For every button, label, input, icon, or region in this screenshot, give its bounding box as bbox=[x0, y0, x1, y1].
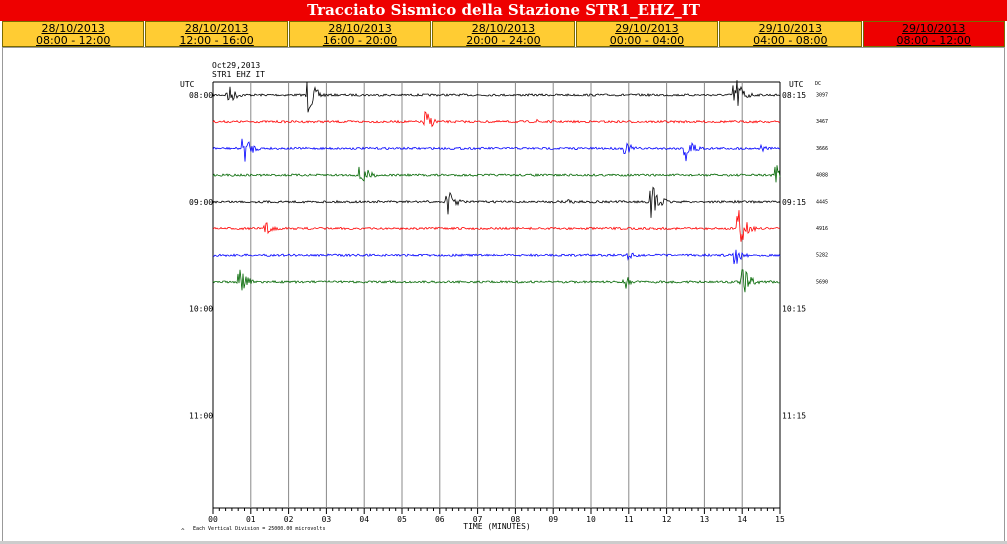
x-tick-label: 10 bbox=[586, 515, 596, 524]
bottom-border bbox=[0, 541, 1007, 544]
left-hour-label: 08:00 bbox=[189, 91, 213, 100]
left-hour-label: 11:00 bbox=[189, 411, 213, 420]
seismic-trace bbox=[212, 111, 781, 128]
station-label: STR1 EHZ IT bbox=[212, 70, 265, 79]
seismic-trace bbox=[212, 249, 781, 265]
utc-left-label: UTC bbox=[180, 80, 195, 89]
seismic-trace bbox=[212, 138, 781, 162]
seismogram-date: Oct29,2013 bbox=[212, 61, 260, 70]
x-tick-label: 09 bbox=[548, 515, 558, 524]
tab-28-10-1200[interactable]: 28/10/2013 12:00 - 16:00 bbox=[145, 21, 288, 47]
left-hour-labels: 08:00 09:00 10:00 11:00 bbox=[189, 91, 213, 420]
tab-29-10-0800-active[interactable]: 29/10/2013 08:00 - 12:00 bbox=[862, 21, 1005, 47]
page-title: Tracciato Sismico della Stazione STR1_EH… bbox=[0, 0, 1007, 21]
time-window-tabs: 28/10/2013 08:00 - 12:00 28/10/2013 12:00 … bbox=[2, 21, 1005, 47]
dc-value: 5690 bbox=[816, 279, 828, 285]
dc-value: 4088 bbox=[816, 173, 828, 179]
x-tick-label: 01 bbox=[246, 515, 256, 524]
x-tick-label: 08 bbox=[511, 515, 521, 524]
dc-value: 3467 bbox=[816, 119, 828, 125]
x-tick-label: 00 bbox=[208, 515, 218, 524]
seismic-trace bbox=[212, 210, 781, 242]
dc-value: 5282 bbox=[816, 253, 828, 259]
utc-right-label: UTC bbox=[789, 80, 804, 89]
tab-28-10-0800[interactable]: 28/10/2013 08:00 - 12:00 bbox=[2, 21, 145, 47]
x-axis-ticks: 00 01 02 03 04 05 06 07 08 09 10 11 12 13 14 15 bbox=[208, 515, 785, 524]
dc-label: DC bbox=[815, 81, 821, 87]
dc-value: 3097 bbox=[816, 93, 828, 99]
right-hour-labels: 08:15 09:15 10:15 11:15 bbox=[782, 91, 806, 420]
x-tick-label: 04 bbox=[359, 515, 369, 524]
x-tick-label: 07 bbox=[473, 515, 483, 524]
seismic-trace bbox=[212, 165, 781, 183]
x-tick-label: 06 bbox=[435, 515, 445, 524]
minute-gridlines bbox=[212, 81, 781, 514]
dc-value: 3666 bbox=[816, 146, 828, 152]
right-hour-label: 09:15 bbox=[782, 198, 806, 207]
x-tick-label: 12 bbox=[662, 515, 672, 524]
x-tick-label: 02 bbox=[284, 515, 294, 524]
x-tick-label: 15 bbox=[775, 515, 785, 524]
right-hour-label: 11:15 bbox=[782, 411, 806, 420]
right-hour-label: 08:15 bbox=[782, 91, 806, 100]
left-hour-label: 10:00 bbox=[189, 305, 213, 314]
seismic-trace bbox=[212, 269, 780, 293]
x-axis-label: TIME (MINUTES) bbox=[463, 522, 530, 531]
dc-values: 3097 3467 3666 4088 4445 4916 5282 5690 bbox=[816, 93, 828, 286]
seismic-traces bbox=[212, 80, 781, 293]
tab-29-10-0000[interactable]: 29/10/2013 00:00 - 04:00 bbox=[575, 21, 719, 47]
seismic-trace bbox=[212, 80, 781, 113]
tab-29-10-0400[interactable]: 29/10/2013 04:00 - 08:00 bbox=[719, 21, 862, 47]
x-tick-label: 03 bbox=[322, 515, 332, 524]
dc-value: 4445 bbox=[816, 199, 828, 205]
tab-28-10-1600[interactable]: 28/10/2013 16:00 - 20:00 bbox=[288, 21, 432, 47]
x-tick-label: 11 bbox=[624, 515, 634, 524]
x-tick-label: 14 bbox=[737, 515, 747, 524]
tab-28-10-2000[interactable]: 28/10/2013 20:00 - 24:00 bbox=[432, 21, 575, 47]
seismic-trace bbox=[212, 186, 781, 218]
x-tick-label: 13 bbox=[700, 515, 710, 524]
left-hour-label: 09:00 bbox=[189, 198, 213, 207]
right-hour-label: 10:15 bbox=[782, 305, 806, 314]
x-tick-label: 05 bbox=[397, 515, 407, 524]
scale-marker-icon: ^ bbox=[181, 528, 185, 535]
scale-note: Each Vertical Division = 25000.00 microv… bbox=[193, 526, 325, 532]
dc-value: 4916 bbox=[816, 226, 828, 232]
